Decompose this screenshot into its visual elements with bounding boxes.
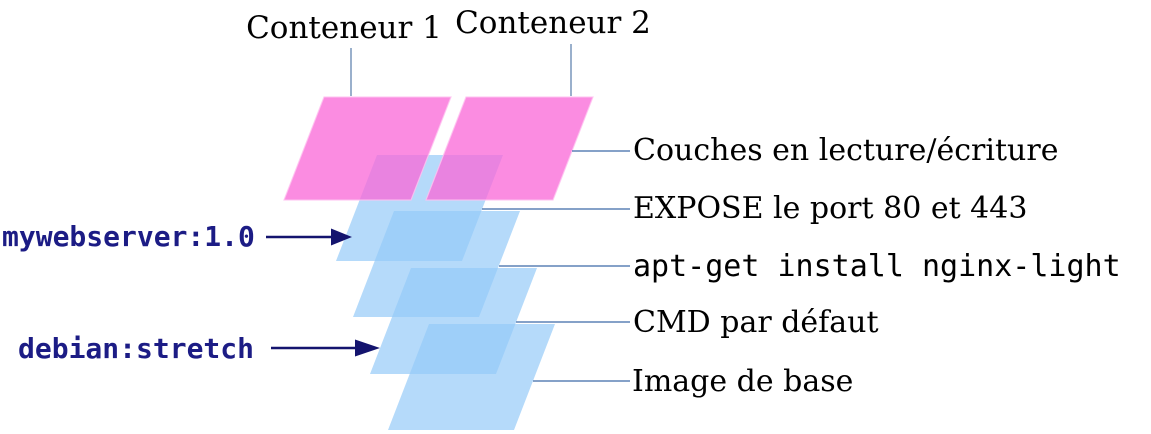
annotation-cmd: CMD par défaut xyxy=(633,305,879,340)
debian-arrow-icon xyxy=(355,339,380,357)
annotation-expose: EXPOSE le port 80 et 443 xyxy=(633,191,1027,226)
layer-base-image xyxy=(388,324,555,430)
container-2-rw-layer xyxy=(425,96,594,201)
container-2-label: Conteneur 2 xyxy=(455,5,651,41)
mywebserver-arrow-icon xyxy=(331,228,352,246)
container-1-rw-layer xyxy=(283,96,452,201)
tag-debian: debian:stretch xyxy=(18,332,254,365)
annotation-rw-layers: Couches en lecture/écriture xyxy=(633,133,1058,168)
annotation-apt-get: apt-get install nginx-light xyxy=(633,249,1121,284)
annotation-base-image: Image de base xyxy=(632,364,853,399)
tag-mywebserver: mywebserver:1.0 xyxy=(2,220,255,253)
container-1-label: Conteneur 1 xyxy=(246,10,442,46)
